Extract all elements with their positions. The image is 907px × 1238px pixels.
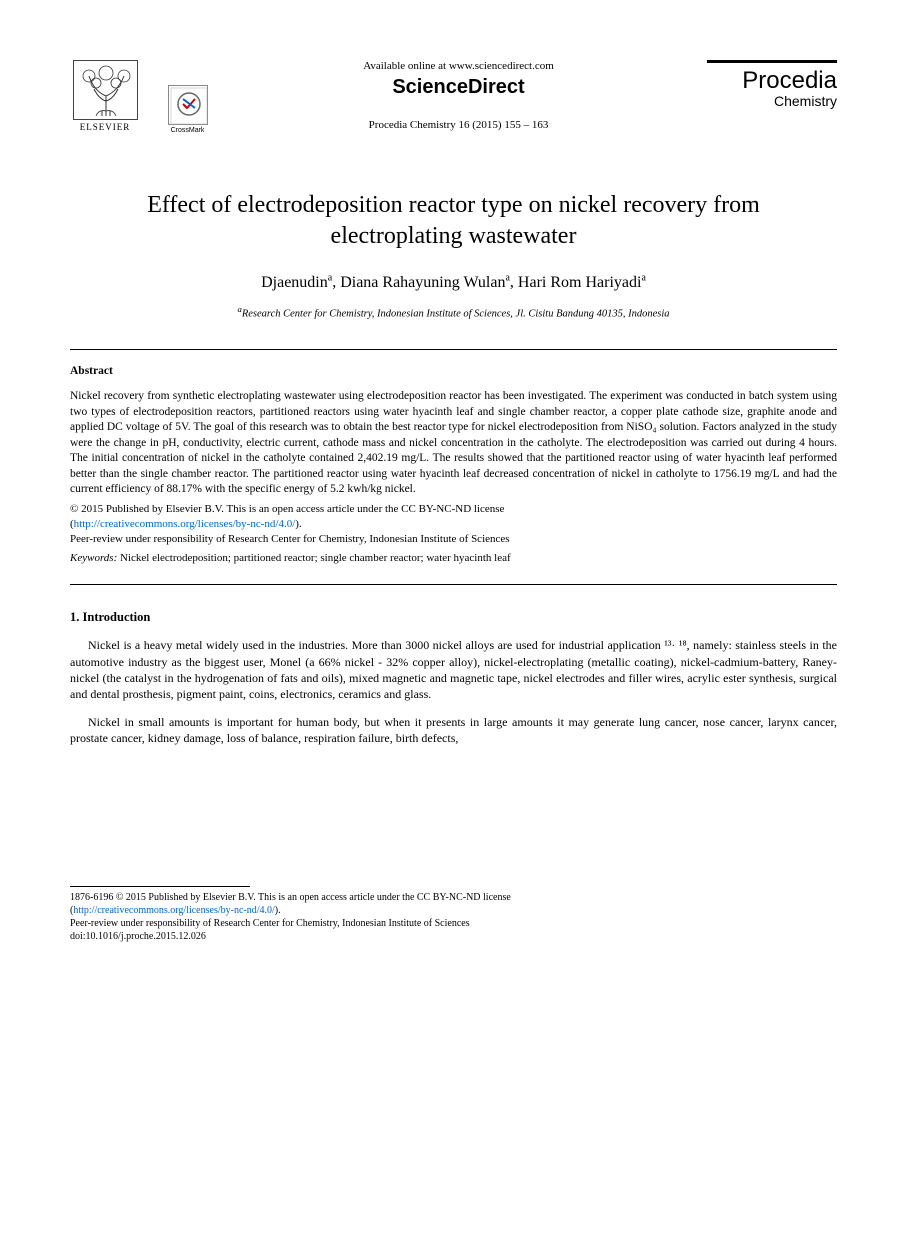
peer-review-line: Peer-review under responsibility of Rese… xyxy=(70,532,837,547)
footer-issn-line: 1876-6196 © 2015 Published by Elsevier B… xyxy=(70,891,837,904)
article-title: Effect of electrodeposition reactor type… xyxy=(100,190,807,252)
affiliation: aResearch Center for Chemistry, Indonesi… xyxy=(70,304,837,320)
left-logos: ELSEVIER CrossMark xyxy=(70,60,210,140)
journal-logo-rule xyxy=(707,60,837,63)
journal-name-chemistry: Chemistry xyxy=(707,93,837,109)
sciencedirect-logo[interactable]: ScienceDirect xyxy=(230,76,687,99)
authors-line: Djaenudina, Diana Rahayuning Wulana, Har… xyxy=(70,272,837,291)
footer-peer-review: Peer-review under responsibility of Rese… xyxy=(70,917,837,930)
journal-name-procedia: Procedia xyxy=(707,69,837,93)
crossmark-label: CrossMark xyxy=(171,127,205,134)
header-row: ELSEVIER CrossMark Available online at w… xyxy=(70,60,837,140)
author-2[interactable]: Diana Rahayuning Wulana xyxy=(340,274,510,291)
elsevier-tree-icon xyxy=(73,60,138,120)
section-1-heading: 1. Introduction xyxy=(70,610,837,625)
journal-logo: Procedia Chemistry xyxy=(707,60,837,109)
keywords-text: Nickel electrodeposition; partitioned re… xyxy=(117,552,510,564)
rule-below-abstract xyxy=(70,584,837,585)
crossmark-badge[interactable]: CrossMark xyxy=(165,85,210,140)
elsevier-label: ELSEVIER xyxy=(80,122,131,132)
page-footer: 1876-6196 © 2015 Published by Elsevier B… xyxy=(70,886,837,943)
intro-para-1: Nickel is a heavy metal widely used in t… xyxy=(70,637,837,702)
abstract-heading: Abstract xyxy=(70,365,837,377)
crossmark-icon xyxy=(168,85,208,125)
keywords-line: Keywords: Nickel electrodeposition; part… xyxy=(70,552,837,564)
copyright-line1: © 2015 Published by Elsevier B.V. This i… xyxy=(70,503,504,515)
affiliation-text: Research Center for Chemistry, Indonesia… xyxy=(242,308,670,319)
center-header: Available online at www.sciencedirect.co… xyxy=(210,60,707,131)
author-1[interactable]: Djaenudina xyxy=(261,274,332,291)
journal-reference: Procedia Chemistry 16 (2015) 155 – 163 xyxy=(230,119,687,131)
rule-above-abstract xyxy=(70,349,837,350)
keywords-label: Keywords: xyxy=(70,552,117,564)
author-3[interactable]: Hari Rom Hariyadia xyxy=(518,274,646,291)
footer-doi: doi:10.1016/j.proche.2015.12.026 xyxy=(70,930,837,943)
footer-rule xyxy=(70,886,250,887)
footer-license-link[interactable]: http://creativecommons.org/licenses/by-n… xyxy=(73,905,274,916)
license-link[interactable]: http://creativecommons.org/licenses/by-n… xyxy=(74,518,296,530)
intro-para-2: Nickel in small amounts is important for… xyxy=(70,714,837,746)
elsevier-logo[interactable]: ELSEVIER xyxy=(70,60,140,140)
abstract-text: Nickel recovery from synthetic electropl… xyxy=(70,389,837,498)
copyright-block: © 2015 Published by Elsevier B.V. This i… xyxy=(70,502,837,532)
available-online-text: Available online at www.sciencedirect.co… xyxy=(230,60,687,72)
